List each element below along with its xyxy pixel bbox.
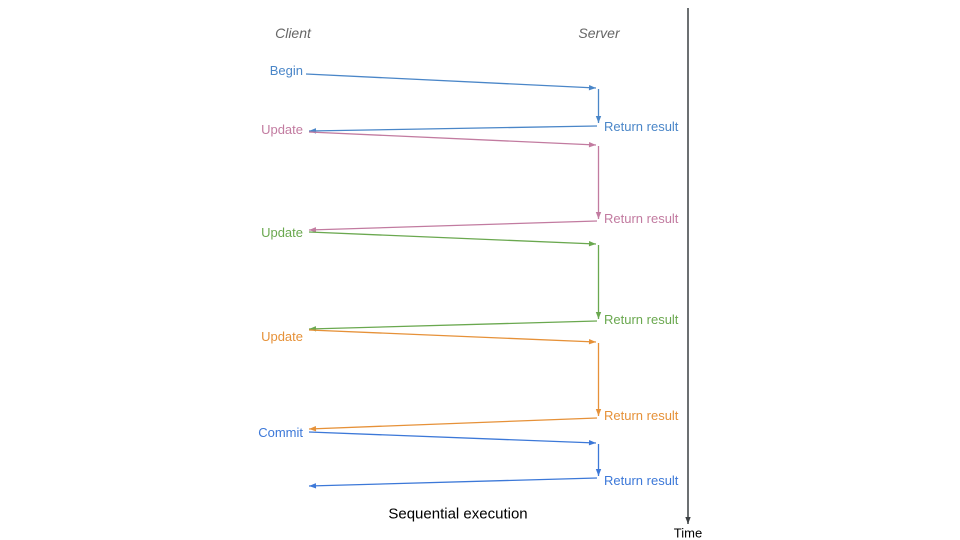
commit-processing-arrow [595,444,602,476]
commit-return-arrow [308,477,598,489]
update-2-label: Update [261,225,303,241]
update-2-request-arrow [308,231,597,247]
update-1-return-arrow [308,220,598,233]
update-2-processing-arrow [595,245,602,319]
commit-request-arrow [308,431,597,446]
update-1-return-label: Return result [604,211,679,227]
update-1-request-arrow [308,131,597,148]
update-1-processing-arrow [595,146,602,219]
begin-request-arrow [305,73,597,91]
time-axis-label: Time [673,525,703,540]
update-3-processing-arrow [595,343,602,416]
commit-label: Commit [258,425,303,441]
server-lifeline-header: Server [578,25,620,41]
update-2-return-label: Return result [604,312,679,328]
client-lifeline-header: Client [275,25,311,41]
commit-return-label: Return result [604,473,679,489]
update-2-return-arrow [308,320,598,332]
begin-return-label: Return result [604,119,679,135]
diagram-caption: Sequential execution [388,505,528,523]
begin-processing-arrow [595,89,602,123]
update-3-label: Update [261,329,303,345]
time-axis-arrow [685,8,691,524]
begin-return-arrow [308,125,598,134]
update-3-return-arrow [308,417,598,432]
update-1-label: Update [261,122,303,138]
begin-label: Begin [269,63,303,79]
update-3-return-label: Return result [604,408,679,424]
update-3-request-arrow [308,329,597,345]
